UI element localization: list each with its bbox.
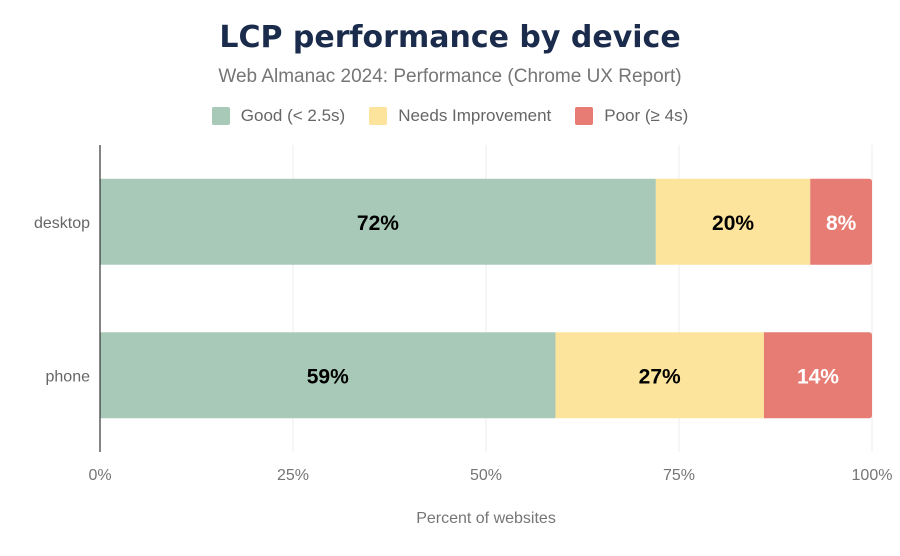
bar-segment — [810, 178, 872, 265]
legend-label-poor: Poor (≥ 4s) — [604, 106, 689, 125]
bar-segment — [100, 332, 556, 419]
data-label: 27% — [639, 365, 681, 388]
legend-swatch-needs-improvement — [369, 107, 388, 125]
legend-swatch-poor — [575, 107, 594, 125]
legend-item-needs-improvement[interactable]: Needs Improvement — [369, 106, 551, 126]
chart-subtitle: Web Almanac 2024: Performance (Chrome UX… — [218, 66, 682, 87]
bar-segment — [100, 178, 656, 265]
category-label: desktop — [34, 215, 90, 232]
data-label: 59% — [307, 365, 349, 388]
data-label: 8% — [826, 212, 857, 235]
category-label: phone — [46, 368, 91, 385]
bar-segment — [555, 332, 764, 419]
x-axis-label: Percent of websites — [416, 510, 556, 527]
x-tick-label: 75% — [663, 467, 695, 484]
legend-item-good[interactable]: Good (< 2.5s) — [211, 106, 346, 126]
x-tick-label: 25% — [277, 467, 309, 484]
bar-segment — [763, 332, 872, 419]
x-tick-label: 100% — [852, 467, 893, 484]
legend-item-poor[interactable]: Poor (≥ 4s) — [575, 106, 688, 126]
bar-segment — [655, 178, 811, 265]
data-label: 20% — [712, 212, 754, 235]
legend-label-needs-improvement: Needs Improvement — [398, 106, 552, 125]
chart-legend: Good (< 2.5s) Needs Improvement Poor (≥ … — [0, 106, 900, 126]
legend-swatch-good — [211, 107, 230, 125]
chart-title: LCP performance by device — [219, 20, 681, 55]
data-label: 14% — [797, 365, 839, 388]
legend-label-good: Good (< 2.5s) — [240, 106, 346, 125]
x-tick-label: 0% — [88, 467, 111, 484]
data-label: 72% — [357, 212, 399, 235]
x-tick-label: 50% — [470, 467, 502, 484]
